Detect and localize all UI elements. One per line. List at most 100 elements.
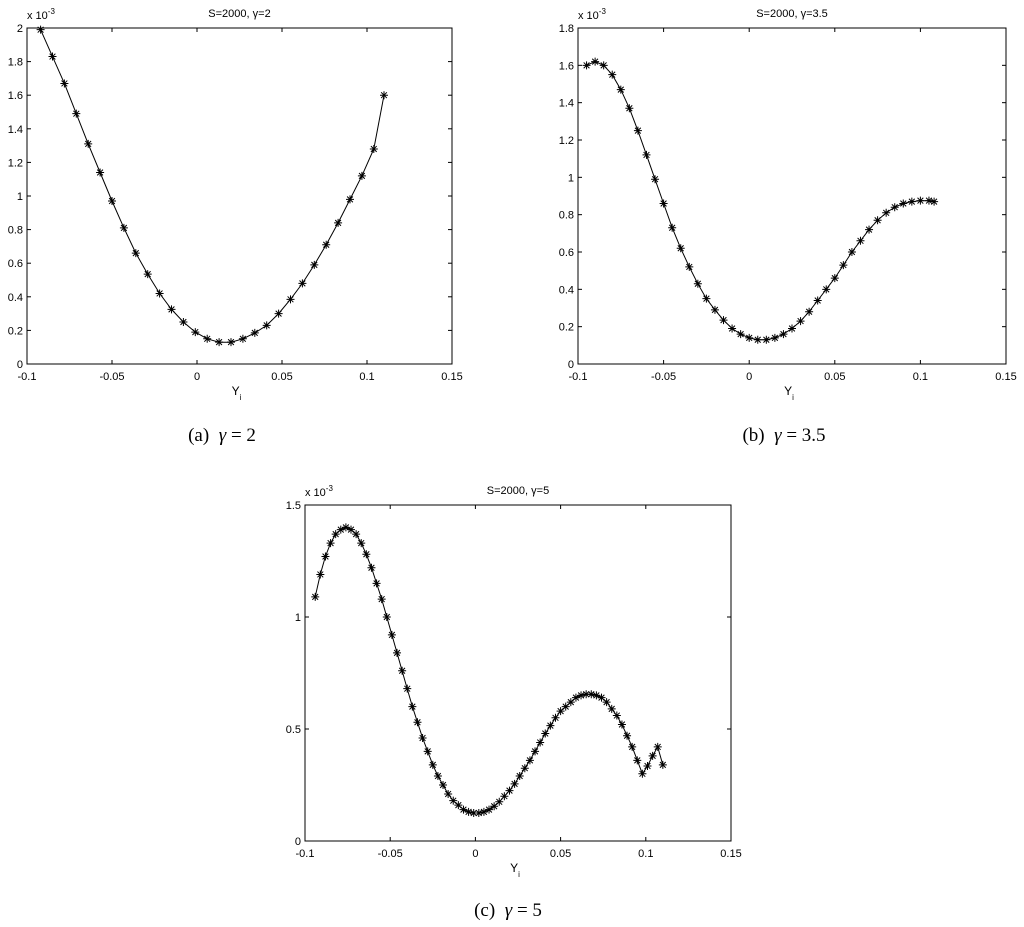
- data-point: [298, 279, 307, 288]
- data-point: [616, 85, 625, 94]
- x-tick-label: 0.05: [271, 371, 292, 383]
- caption-value: = 2: [226, 425, 256, 446]
- y-tick-label: 0.4: [559, 284, 574, 296]
- data-point: [546, 721, 555, 730]
- data-point: [238, 334, 247, 343]
- x-axis-label: Yi: [232, 384, 242, 402]
- data-point: [377, 595, 386, 604]
- series-line: [40, 29, 385, 343]
- data-point: [597, 693, 606, 702]
- y-tick-label: 0.6: [559, 247, 574, 259]
- data-point: [131, 249, 140, 258]
- caption-a: (a) γ = 2: [188, 425, 256, 447]
- data-point: [642, 150, 651, 159]
- data-point: [372, 579, 381, 588]
- data-point: [566, 698, 575, 707]
- data-point: [469, 809, 478, 817]
- data-point: [500, 792, 509, 801]
- data-point: [454, 801, 463, 810]
- y-tick-label: 1: [568, 172, 574, 184]
- data-point: [336, 525, 345, 534]
- y-tick-label: 1.6: [559, 60, 574, 72]
- data-point: [602, 698, 611, 707]
- plot-frame: [304, 504, 732, 842]
- data-point: [346, 195, 354, 204]
- data-point: [48, 52, 57, 61]
- data-point: [770, 333, 779, 342]
- data-point: [571, 693, 580, 702]
- data-point: [367, 563, 376, 572]
- caption-b: (b) γ = 3.5: [742, 425, 825, 447]
- data-point: [745, 333, 754, 342]
- data-point: [459, 805, 468, 814]
- data-point: [143, 270, 152, 279]
- y-tick-label: 1.8: [8, 57, 23, 69]
- data-point: [334, 218, 343, 227]
- data-point: [352, 530, 361, 539]
- x-tick-label: 0: [472, 848, 478, 860]
- data-point: [250, 328, 259, 337]
- data-point: [380, 91, 388, 100]
- data-point: [84, 139, 93, 148]
- data-point: [215, 338, 224, 347]
- x-tick-label: 0: [194, 371, 200, 383]
- data-point: [36, 25, 45, 34]
- x-tick-label: -0.1: [569, 371, 588, 383]
- data-point: [490, 802, 499, 811]
- x-tick-label: 0.05: [550, 848, 571, 860]
- data-point: [341, 523, 350, 532]
- y-tick-label: 1: [295, 612, 301, 624]
- data-point: [612, 711, 621, 720]
- data-point: [439, 781, 448, 789]
- data-point: [418, 733, 427, 742]
- plot-frame: [26, 27, 453, 365]
- data-point: [577, 691, 586, 700]
- data-point: [423, 747, 432, 756]
- y-tick-label: 0.6: [8, 258, 23, 270]
- data-point: [873, 216, 882, 225]
- y-multiplier: x 10-3: [27, 7, 55, 22]
- x-tick-label: -0.05: [651, 371, 676, 383]
- data-point: [633, 756, 642, 765]
- y-multiplier: x 10-3: [305, 484, 333, 499]
- data-point: [623, 731, 632, 740]
- data-point: [865, 225, 874, 234]
- data-point: [413, 718, 422, 727]
- data-point: [796, 317, 805, 326]
- data-point: [582, 61, 591, 70]
- data-point: [505, 786, 514, 795]
- y-tick-label: 1.5: [286, 500, 301, 512]
- data-point: [805, 307, 814, 316]
- data-point: [847, 248, 856, 256]
- data-point: [357, 539, 366, 548]
- x-tick-label: -0.1: [18, 371, 37, 383]
- data-point: [541, 729, 550, 738]
- data-point: [633, 126, 642, 135]
- caption-gamma: γ: [218, 425, 227, 446]
- data-point: [736, 330, 745, 339]
- y-tick-label: 1.8: [559, 23, 574, 35]
- chart-a: -0.1 -0.05 0 0.05 0.1 0.15 0 0.2 0.4 0.6 0.8 1 1.2 1.…: [8, 7, 463, 402]
- data-point: [444, 789, 453, 798]
- x-tick-label: 0.1: [638, 848, 653, 860]
- data-point: [72, 109, 81, 118]
- data-point: [676, 244, 685, 253]
- data-point: [357, 171, 366, 180]
- x-tick-label: 0.15: [441, 371, 462, 383]
- chart-title: S=2000, γ=5: [487, 485, 549, 497]
- data-point: [203, 334, 212, 343]
- data-point: [479, 807, 488, 816]
- chart-b: -0.1 -0.05 0 0.05 0.1 0.15 0 0.2 0.4 0.6 0.8 1 1.2 1.…: [559, 7, 1017, 402]
- data-point: [617, 720, 626, 729]
- caption-label: (b): [742, 425, 765, 446]
- data-point: [591, 57, 600, 66]
- y-tick-label: 0: [568, 359, 574, 371]
- data-point: [551, 713, 560, 722]
- data-point: [60, 79, 69, 88]
- data-point: [316, 570, 325, 579]
- data-point: [702, 294, 711, 303]
- data-point: [839, 261, 848, 270]
- chart-title: S=2000, γ=2: [208, 8, 270, 20]
- data-point: [510, 779, 519, 788]
- x-tick-label: -0.1: [296, 848, 315, 860]
